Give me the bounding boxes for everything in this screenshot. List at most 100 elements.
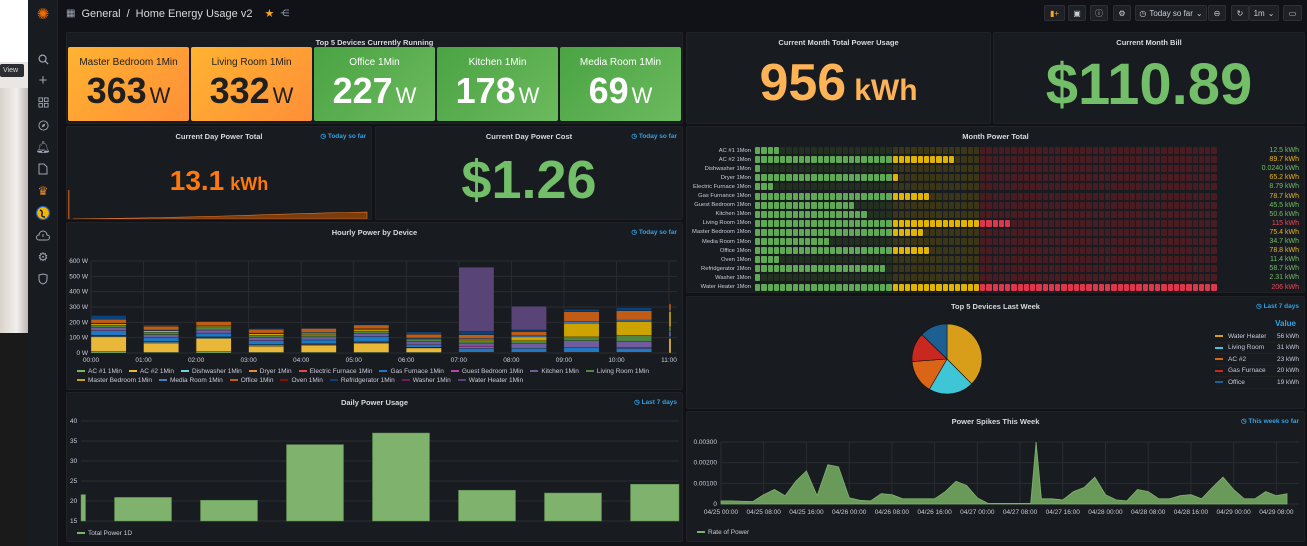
bar-gauge-cell	[836, 247, 842, 255]
settings-button[interactable]: ⚙	[1113, 5, 1131, 21]
bar-gauge-cell	[1142, 247, 1148, 255]
legend-item[interactable]: AC #2 1Min	[128, 368, 174, 375]
bar-gauge-cell	[1005, 147, 1011, 154]
legend-item[interactable]: Gas Furnace 1Min	[379, 368, 444, 375]
bar-gauge-cell	[1017, 183, 1023, 191]
bar-segment	[458, 345, 495, 349]
legend-item[interactable]: Office 1Min	[229, 377, 273, 384]
bar-gauge-cell	[1205, 192, 1211, 200]
plugin-app-icon[interactable]: ♛	[37, 184, 49, 198]
bar-gauge-cell	[805, 256, 811, 264]
bar-gauge-cell	[817, 247, 823, 255]
globe-plugin-icon[interactable]	[35, 205, 51, 221]
bar-gauge-cell	[911, 174, 917, 182]
shield-icon[interactable]	[35, 271, 51, 287]
bar-gauge-cell	[1067, 265, 1073, 273]
pie-legend-item[interactable]: Water Heater 56 kWh	[1215, 331, 1299, 343]
background-window-top	[0, 0, 28, 62]
view-button[interactable]: View	[0, 64, 24, 77]
bar-gauge-cell	[873, 165, 879, 173]
pie-legend-item[interactable]: AC #2 23 kWh	[1215, 354, 1299, 366]
bar-gauge-cell	[1180, 283, 1186, 291]
add-panel-icon: ▮+	[1049, 8, 1060, 18]
legend-item[interactable]: Dishwasher 1Min	[180, 368, 242, 375]
info-button[interactable]: ⓘ	[1090, 5, 1108, 21]
compass-icon[interactable]	[35, 117, 51, 133]
bar-segment	[563, 347, 600, 353]
bar-gauge-cell	[917, 228, 923, 236]
bar-gauge-cell	[1186, 156, 1192, 164]
bar-gauge-cell	[1036, 192, 1042, 200]
grafana-logo-icon[interactable]: ✺	[36, 6, 50, 23]
legend-item[interactable]: Water Heater 1Min	[457, 377, 523, 384]
bar-gauge-cell	[1173, 201, 1179, 209]
breadcrumb-folder[interactable]: General	[81, 7, 121, 20]
legend-item[interactable]: Master Bedroom 1Min	[77, 377, 152, 384]
bar-gauge-cell	[773, 165, 779, 173]
legend-item[interactable]: Washer 1Min	[401, 377, 451, 384]
legend-color-swatch	[298, 370, 307, 373]
bar-gauge-cell	[1030, 274, 1036, 282]
month-usage-unit: kWh	[854, 74, 918, 107]
breadcrumb-dashboard[interactable]: Home Energy Usage v2	[135, 7, 253, 20]
cloud-alert-icon[interactable]	[35, 227, 51, 243]
bar-gauge-cell	[923, 283, 929, 291]
pie-legend-item[interactable]: Gas Furnace 20 kWh	[1215, 366, 1299, 377]
bar-gauge-cell	[930, 201, 936, 209]
star-icon[interactable]: ★	[264, 8, 275, 20]
tv-mode-button[interactable]: ▭	[1283, 5, 1302, 21]
add-panel-button[interactable]: ▮+	[1044, 5, 1065, 21]
area-series	[720, 441, 1288, 505]
legend-item[interactable]: Media Room 1Min	[158, 377, 223, 384]
day-total-panel: Current Day Power Total ◷ Today so far 1…	[66, 126, 372, 220]
bar-gauge-cell	[1030, 201, 1036, 209]
file-icon[interactable]	[35, 161, 51, 177]
legend-item[interactable]: Guest Bedroom 1Min	[450, 368, 523, 375]
bell-icon[interactable]: 🔔︎	[35, 140, 51, 154]
bar-gauge-cell	[1117, 201, 1123, 209]
bar-gauge-cell	[786, 247, 792, 255]
bar-gauge-cell	[1092, 147, 1098, 154]
bar-gauge-cell	[761, 247, 767, 255]
search-icon[interactable]	[35, 51, 51, 67]
legend-item[interactable]: Total Power 1D	[77, 530, 132, 537]
legend-item[interactable]: Kitchen 1Min	[530, 368, 579, 375]
time-range-picker[interactable]: ◷ Today so far ⌄	[1135, 5, 1207, 21]
legend-label: Gas Furnace 1Min	[390, 368, 444, 375]
legend-item[interactable]: AC #1 1Min	[77, 368, 122, 375]
pie-legend-item[interactable]: Living Room 31 kWh	[1215, 343, 1299, 354]
bar-gauge-cell	[1042, 183, 1048, 191]
bar-gauge-cell	[755, 147, 761, 154]
bar-gauge-cell	[1092, 210, 1098, 218]
bar-gauge-cell	[1030, 238, 1036, 245]
legend-color-swatch	[457, 379, 466, 382]
pie-legend-item[interactable]: Office 19 kWh	[1215, 377, 1299, 389]
bar-gauge-cell	[1073, 247, 1079, 255]
stat-number: 332	[209, 70, 270, 111]
legend-item[interactable]: Rate of Power	[697, 529, 749, 536]
refresh-button[interactable]: ↻	[1231, 5, 1249, 21]
bar-gauge-cell	[1105, 219, 1111, 227]
legend-item[interactable]: Living Room 1Min	[585, 368, 649, 375]
share-icon[interactable]: ⋲	[280, 8, 290, 18]
pie-legend: Water Heater 56 kWh Living Room 31 kWh AC #2…	[1215, 331, 1299, 389]
gear-icon[interactable]: ⚙	[37, 250, 49, 264]
dashboards-icon[interactable]	[35, 94, 51, 110]
legend-item[interactable]: Oven 1Min	[280, 377, 323, 384]
zoom-out-button[interactable]: ⊖	[1208, 5, 1226, 21]
daily-power-panel: Daily Power Usage ◷ Last 7 days 15 20 25 30…	[66, 392, 683, 542]
bar-gauge-cell	[773, 210, 779, 218]
legend-label: Refridgerator 1Min	[340, 377, 395, 384]
plus-icon[interactable]: +	[38, 71, 48, 89]
legend-item[interactable]: Electric Furnace 1Min	[298, 368, 372, 375]
bar-gauge-cell	[898, 174, 904, 182]
legend-header[interactable]: Value	[1275, 319, 1296, 328]
bar-gauge-cell	[1192, 238, 1198, 245]
bar-gauge-cell	[1155, 274, 1161, 282]
save-button[interactable]: ▣	[1068, 5, 1086, 21]
legend-item[interactable]: Dryer 1Min	[248, 368, 292, 375]
bar-gauge-cell	[961, 183, 967, 191]
refresh-interval-picker[interactable]: 1m ⌄	[1249, 5, 1279, 21]
legend-item[interactable]: Refridgerator 1Min	[329, 377, 395, 384]
bar-gauge-cell	[1180, 219, 1186, 227]
